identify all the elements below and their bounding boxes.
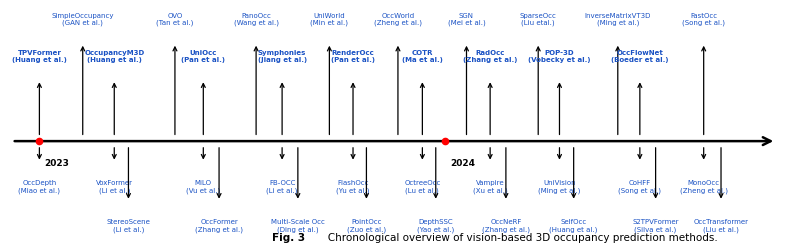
Text: MonoOcc
(Zheng et al.): MonoOcc (Zheng et al.) bbox=[680, 180, 727, 194]
Text: OccNeRF
(Zhang et al.): OccNeRF (Zhang et al.) bbox=[482, 219, 530, 233]
Text: FlashOcc
(Yu et al.): FlashOcc (Yu et al.) bbox=[336, 180, 370, 194]
Text: Symphonies
(Jiang et al.): Symphonies (Jiang et al.) bbox=[258, 50, 307, 63]
Text: RenderOcc
(Pan et al.): RenderOcc (Pan et al.) bbox=[331, 50, 375, 63]
Text: OccDepth
(Miao et al.): OccDepth (Miao et al.) bbox=[18, 180, 61, 194]
Text: OVO
(Tan et al.): OVO (Tan et al.) bbox=[156, 13, 194, 26]
Text: PointOcc
(Zuo et al.): PointOcc (Zuo et al.) bbox=[347, 219, 386, 233]
Text: SparseOcc
(Liu etal.): SparseOcc (Liu etal.) bbox=[520, 13, 556, 26]
Text: Chronological overview of vision-based 3D occupancy prediction methods.: Chronological overview of vision-based 3… bbox=[318, 233, 717, 243]
Text: 2023: 2023 bbox=[44, 159, 69, 168]
Text: OccTransformer
(Liu et al.): OccTransformer (Liu et al.) bbox=[693, 219, 749, 233]
Text: UniOcc
(Pan et al.): UniOcc (Pan et al.) bbox=[181, 50, 225, 63]
Text: InverseMatrixVT3D
(Ming et al.): InverseMatrixVT3D (Ming et al.) bbox=[585, 13, 651, 26]
Text: OccupancyM3D
(Huang et al.): OccupancyM3D (Huang et al.) bbox=[84, 50, 144, 63]
Text: OctreeOcc
(Lu et al.): OctreeOcc (Lu et al.) bbox=[404, 180, 440, 194]
Text: UniVision
(Ming et al.): UniVision (Ming et al.) bbox=[538, 180, 581, 194]
Text: COTR
(Ma et al.): COTR (Ma et al.) bbox=[402, 50, 443, 63]
Text: OccWorld
(Zheng et al.): OccWorld (Zheng et al.) bbox=[374, 13, 422, 26]
Text: SelfOcc
(Huang et al.): SelfOcc (Huang et al.) bbox=[549, 219, 598, 233]
Text: VoxFormer
(Li et al.): VoxFormer (Li et al.) bbox=[96, 180, 132, 194]
Text: Vampire
(Xu et al.): Vampire (Xu et al.) bbox=[473, 180, 507, 194]
Text: Fig. 3: Fig. 3 bbox=[272, 233, 305, 243]
Text: POP-3D
(Vobecky et al.): POP-3D (Vobecky et al.) bbox=[528, 50, 591, 63]
Text: PanoOcc
(Wang et al.): PanoOcc (Wang et al.) bbox=[233, 13, 279, 26]
Text: FastOcc
(Song et al.): FastOcc (Song et al.) bbox=[682, 13, 725, 26]
Text: TPVFormer
(Huang et al.): TPVFormer (Huang et al.) bbox=[12, 50, 67, 63]
Text: SimpleOccupancy
(GAN et al.): SimpleOccupancy (GAN et al.) bbox=[51, 13, 114, 26]
Text: CoHFF
(Song et al.): CoHFF (Song et al.) bbox=[619, 180, 661, 194]
Text: StereoScene
(Li et al.): StereoScene (Li et al.) bbox=[106, 219, 151, 233]
Text: Multi-Scale Occ
(Ding et al.): Multi-Scale Occ (Ding et al.) bbox=[271, 219, 325, 233]
Text: DepthSSC
(Yao et al.): DepthSSC (Yao et al.) bbox=[417, 219, 455, 233]
Text: OccFlowNet
(Boeder et al.): OccFlowNet (Boeder et al.) bbox=[611, 50, 668, 63]
Text: MiLO
(Vu et al.): MiLO (Vu et al.) bbox=[186, 180, 221, 194]
Text: OccFormer
(Zhang et al.): OccFormer (Zhang et al.) bbox=[195, 219, 243, 233]
Text: S2TPVFormer
(Silva et al.): S2TPVFormer (Silva et al.) bbox=[632, 219, 679, 233]
Text: RadOcc
(Zhang et al.): RadOcc (Zhang et al.) bbox=[463, 50, 518, 63]
Text: 2024: 2024 bbox=[450, 159, 475, 168]
Text: FB-OCC
(Li et al.): FB-OCC (Li et al.) bbox=[266, 180, 298, 194]
Text: UniWorld
(Min et al.): UniWorld (Min et al.) bbox=[310, 13, 348, 26]
Text: SGN
(Mei et al.): SGN (Mei et al.) bbox=[448, 13, 485, 26]
